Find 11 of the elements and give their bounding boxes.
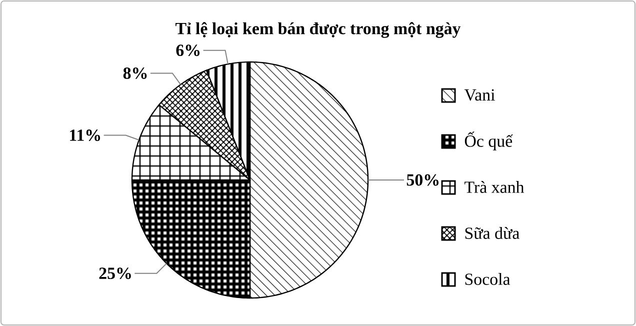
data-label: 25% — [99, 268, 131, 280]
legend-label: Ốc quế — [464, 132, 513, 150]
data-label: 8% — [123, 67, 147, 79]
legend-label: Socola — [465, 273, 510, 285]
data-label: 50% — [406, 174, 438, 186]
legend-label: Vani — [464, 89, 495, 101]
data-label: 11% — [70, 130, 100, 142]
data-label: 6% — [176, 44, 200, 56]
legend-label: Trà xanh — [464, 181, 524, 193]
chart-title: Tỉ lệ loại kem bán được trong một ngày — [176, 22, 461, 38]
legend-label: Sữa dừa — [465, 227, 520, 239]
